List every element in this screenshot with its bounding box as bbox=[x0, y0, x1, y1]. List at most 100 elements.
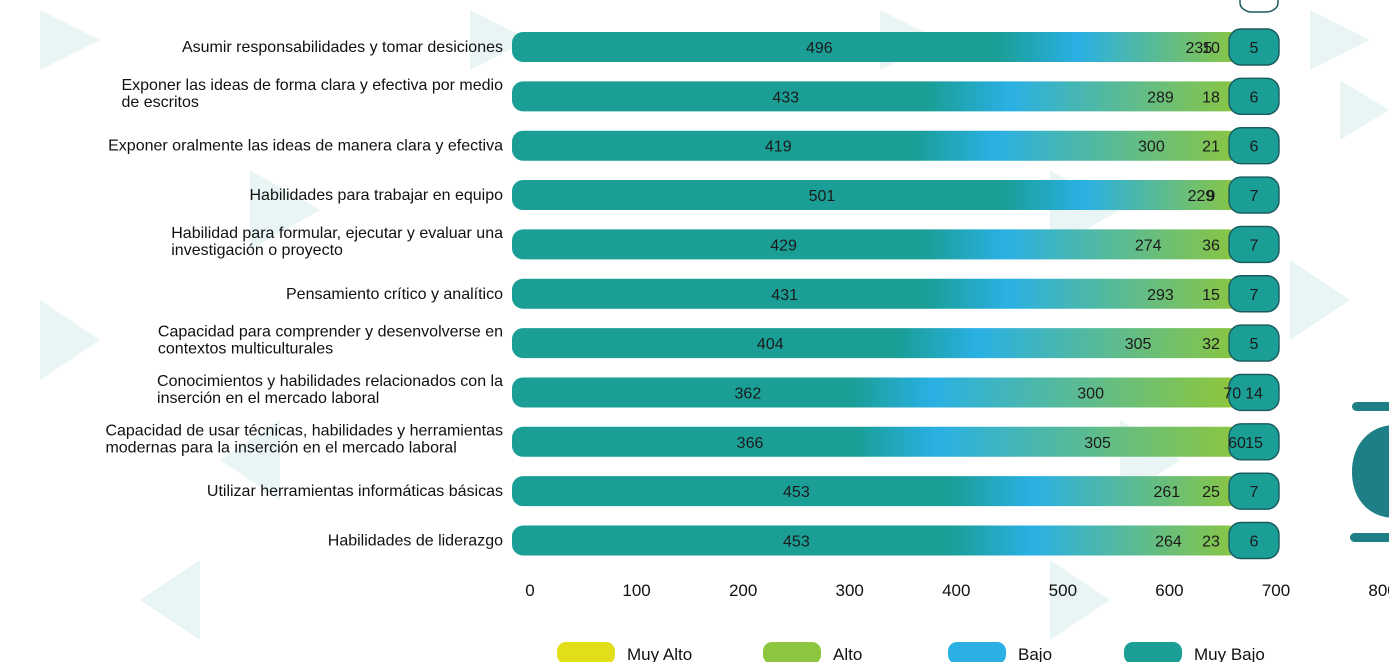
x-tick-label: 100 bbox=[622, 581, 650, 600]
data-label: 36 bbox=[1202, 237, 1220, 254]
data-label: 25 bbox=[1202, 484, 1220, 501]
data-label: 305 bbox=[1125, 336, 1152, 353]
data-label: 274 bbox=[1135, 237, 1162, 254]
legend: Muy Alto Alto Bajo Muy Bajo bbox=[557, 642, 1265, 664]
data-label: 6 bbox=[1250, 89, 1259, 106]
data-label: 6 bbox=[1250, 139, 1259, 156]
data-label: 70 bbox=[1223, 385, 1241, 402]
data-label: 7 bbox=[1250, 237, 1259, 254]
category-label: modernas para la inserción en el mercado… bbox=[105, 439, 456, 456]
bar-row: 366 305 60 15 bbox=[512, 423, 1280, 461]
bar-cap bbox=[1228, 521, 1280, 560]
background-triangle bbox=[220, 420, 280, 500]
data-label: 9 bbox=[1207, 188, 1216, 205]
category-labels: Asumir responsabilidades y tomar desicio… bbox=[105, 39, 503, 550]
category-label: Capacidad de usar técnicas, habilidades … bbox=[105, 422, 503, 439]
category-label: Pensamiento crítico y analítico bbox=[286, 286, 503, 303]
data-label: 453 bbox=[783, 484, 810, 501]
bar-cap bbox=[1228, 324, 1280, 362]
category-label: Utilizar herramientas informáticas básic… bbox=[207, 483, 503, 500]
category-label: Habilidades para trabajar en equipo bbox=[249, 187, 503, 204]
background-triangle bbox=[1290, 260, 1350, 340]
category-label: contextos multiculturales bbox=[158, 341, 333, 358]
bar-segment bbox=[512, 377, 1241, 408]
bar-row: 429 274 36 7 bbox=[512, 225, 1280, 264]
legend-item: Bajo bbox=[948, 642, 1052, 664]
bar-row: 453 261 25 7 bbox=[512, 472, 1280, 510]
background-triangle bbox=[470, 10, 530, 70]
data-label: 453 bbox=[783, 534, 810, 551]
bar-cap bbox=[1228, 176, 1280, 214]
category-label: Exponer las ideas de forma clara y efect… bbox=[121, 77, 503, 94]
data-label: 305 bbox=[1084, 435, 1111, 452]
data-label: 15 bbox=[1245, 435, 1263, 452]
category-label: Capacidad para comprender y desenvolvers… bbox=[158, 324, 503, 341]
bar-row: 433 289 18 6 bbox=[512, 77, 1280, 116]
bar-cap bbox=[1228, 77, 1280, 116]
category-label: Exponer oralmente las ideas de manera cl… bbox=[108, 138, 503, 155]
data-label: 433 bbox=[772, 89, 799, 106]
bar-row: 404 305 32 5 bbox=[512, 324, 1280, 362]
category-label: investigación o proyecto bbox=[171, 242, 343, 259]
legend-item: Alto bbox=[763, 642, 862, 664]
legend-item: Muy Bajo bbox=[1124, 642, 1265, 664]
category-label: Habilidad para formular, ejecutar y eval… bbox=[171, 225, 503, 242]
data-label: 14 bbox=[1245, 385, 1263, 402]
background-triangle bbox=[1340, 80, 1389, 140]
bar-row: 362 300 70 14 bbox=[512, 373, 1280, 412]
data-label: 6 bbox=[1250, 534, 1259, 551]
data-label: 496 bbox=[806, 40, 833, 57]
bar-row: 431 293 15 7 bbox=[512, 275, 1280, 313]
legend-label: Alto bbox=[833, 645, 862, 662]
x-tick-label: 600 bbox=[1155, 581, 1183, 600]
data-label: 431 bbox=[771, 287, 798, 304]
data-label: 261 bbox=[1153, 484, 1180, 501]
category-label: Conocimientos y habilidades relacionados… bbox=[157, 373, 503, 390]
x-tick-label: 200 bbox=[729, 581, 757, 600]
background-triangle bbox=[40, 10, 100, 70]
data-label: 293 bbox=[1147, 287, 1174, 304]
data-label: 60 bbox=[1228, 435, 1246, 452]
bar-segment bbox=[512, 229, 1241, 260]
bar-cap bbox=[1228, 472, 1280, 510]
background-triangle bbox=[40, 300, 100, 380]
bar-segment bbox=[512, 32, 1241, 62]
x-tick-label: 0 bbox=[525, 581, 534, 600]
data-label: 18 bbox=[1202, 89, 1220, 106]
category-label: de escritos bbox=[121, 94, 198, 111]
data-label: 501 bbox=[809, 188, 836, 205]
bar-cap bbox=[1228, 373, 1280, 412]
bar-cap bbox=[1228, 225, 1280, 264]
bar-segment bbox=[512, 328, 1241, 359]
data-label: 264 bbox=[1155, 534, 1182, 551]
decor-line-bottom bbox=[1350, 533, 1389, 542]
legend-swatch bbox=[763, 642, 821, 664]
bar-cap bbox=[1228, 28, 1280, 66]
data-label: 366 bbox=[737, 435, 764, 452]
bar-segment bbox=[512, 278, 1241, 309]
category-label: inserción en el mercado laboral bbox=[157, 390, 379, 407]
bar-segment bbox=[512, 81, 1241, 112]
legend-swatch bbox=[948, 642, 1006, 664]
data-label: 404 bbox=[757, 336, 784, 353]
data-label: 419 bbox=[765, 139, 792, 156]
data-label: 5 bbox=[1250, 40, 1259, 57]
legend-swatch bbox=[1124, 642, 1182, 664]
decor-line-top bbox=[1352, 402, 1389, 411]
partial-cap bbox=[1239, 0, 1279, 13]
bar-segment bbox=[512, 130, 1241, 161]
data-label: 289 bbox=[1147, 89, 1174, 106]
bar-segment bbox=[512, 525, 1241, 556]
legend-swatch bbox=[557, 642, 615, 664]
data-label: 23 bbox=[1202, 534, 1220, 551]
data-label: 235 bbox=[1185, 40, 1212, 57]
background-triangle bbox=[250, 170, 320, 250]
data-label: 362 bbox=[735, 385, 762, 402]
bar-segment bbox=[512, 426, 1241, 457]
bar-segment bbox=[512, 180, 1241, 211]
bar-segment bbox=[512, 476, 1241, 507]
